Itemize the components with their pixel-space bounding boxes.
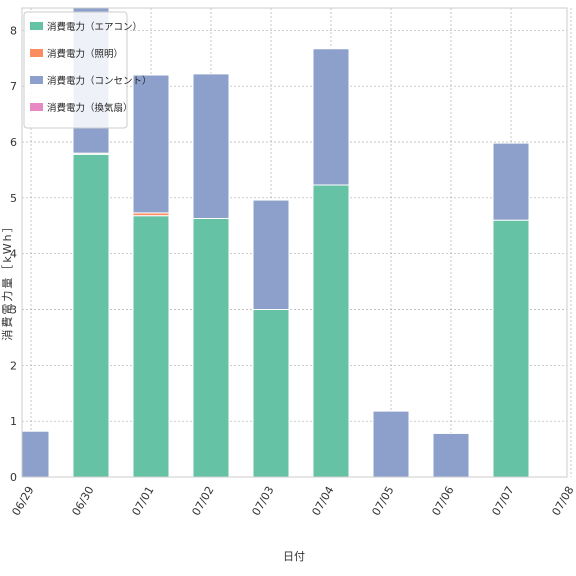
bar-segment-07-02-s2 [192, 73, 230, 219]
legend-swatch [30, 49, 43, 57]
bar-segment-06-29-s2 [22, 430, 50, 477]
bar-segment-06-30-s0 [72, 153, 110, 477]
bar-segment-07-03-s0 [252, 309, 290, 477]
y-tick-label: 5 [10, 192, 17, 205]
bar-segment-07-06-s2 [432, 432, 470, 477]
y-tick-label: 1 [10, 415, 17, 428]
x-tick-label: 07/08 [549, 484, 576, 518]
bar-segment-07-04-s0 [312, 184, 350, 477]
x-axis-ticks: 06/29 06/30 07/01 07/02 07/03 07/04 07/05 07/06… [9, 484, 576, 518]
y-tick-label: 2 [10, 359, 17, 372]
y-tick-label: 6 [10, 136, 17, 149]
bar-segment-07-05-s2 [372, 410, 410, 477]
legend-entry-label: 消費電力（換気扇） [47, 102, 133, 114]
y-tick-label: 0 [10, 471, 17, 484]
bar-segment-07-03-s2 [252, 199, 290, 310]
legend-entry-label: 消費電力（コンセント） [47, 75, 152, 87]
legend-box [23, 11, 128, 129]
x-tick-label: 07/07 [489, 484, 516, 518]
y-tick-label: 4 [10, 248, 17, 261]
y-axis-label: 消費電力量［kWh］ [0, 219, 14, 340]
bar-segment-07-04-s2 [312, 48, 350, 186]
legend: 消費電力（エアコン） 消費電力（照明） 消費電力（コンセント） 消費電力（換気扇） [23, 11, 152, 129]
legend-swatch [30, 103, 43, 111]
y-tick-label: 3 [10, 304, 17, 317]
bar-segment-07-01-s0 [132, 215, 170, 477]
bar-segment-07-02-s0 [192, 217, 230, 477]
legend-entry-label: 消費電力（照明） [47, 48, 123, 60]
x-tick-label: 07/06 [429, 484, 456, 518]
x-tick-label: 06/30 [69, 484, 96, 518]
plot-frame [21, 7, 568, 478]
x-tick-label: 07/04 [309, 484, 336, 518]
x-tick-label: 07/05 [369, 484, 396, 518]
legend-swatch [30, 22, 43, 30]
y-tick-label: 8 [10, 24, 17, 37]
x-tick-label: 07/02 [189, 484, 216, 518]
x-tick-label: 07/03 [249, 484, 276, 518]
bar-segment-07-07-s0 [492, 219, 530, 477]
y-axis-ticks: 0 1 2 3 4 5 6 7 8 [10, 24, 17, 484]
x-tick-label: 06/29 [9, 484, 36, 518]
bar-segment-07-01-s2 [132, 74, 170, 214]
x-axis-label: 日付 [283, 550, 305, 563]
x-tick-label: 07/01 [129, 484, 156, 518]
legend-entry-label: 消費電力（エアコン） [47, 21, 142, 33]
bar-segment-07-07-s2 [492, 142, 530, 221]
y-tick-label: 7 [10, 80, 17, 93]
legend-swatch [30, 76, 43, 84]
